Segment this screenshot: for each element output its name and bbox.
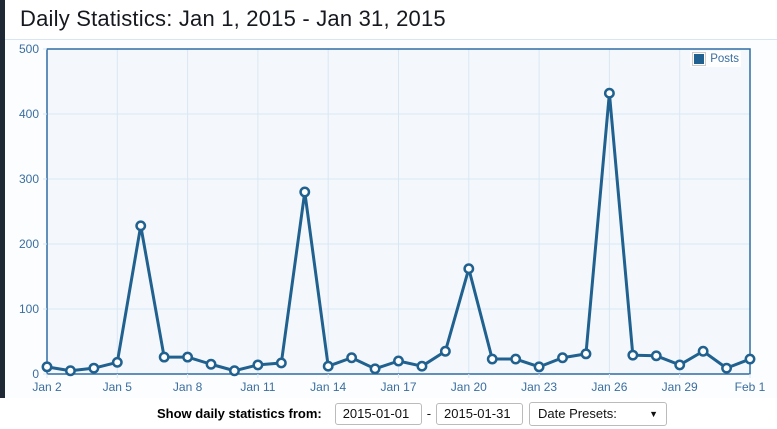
posts-line-chart-svg: 0 100 200 300 400 500 Jan 2 Jan 5 Jan 8 Jan 11 Jan… (5, 40, 777, 398)
svg-text:500: 500 (19, 42, 39, 56)
svg-text:Jan 11: Jan 11 (240, 380, 275, 394)
date-to-input[interactable] (436, 402, 524, 425)
date-presets-select[interactable]: Date Presets: ▼ (529, 401, 668, 426)
svg-text:Jan 5: Jan 5 (103, 380, 133, 394)
date-range-controls: Show daily statistics from: - Date Prese… (0, 398, 777, 426)
svg-text:Feb 1: Feb 1 (735, 380, 766, 394)
svg-text:Jan 23: Jan 23 (521, 380, 557, 394)
posts-chart: 0 100 200 300 400 500 Jan 2 Jan 5 Jan 8 Jan 11 Jan… (5, 40, 777, 398)
daily-statistics-panel: Daily Statistics: Jan 1, 2015 - Jan 31, … (0, 0, 777, 398)
svg-text:Jan 29: Jan 29 (662, 380, 698, 394)
title-bar: Daily Statistics: Jan 1, 2015 - Jan 31, … (5, 0, 777, 40)
chevron-down-icon: ▼ (649, 408, 659, 419)
date-range-label: Show daily statistics from: (157, 406, 322, 421)
svg-text:Jan 14: Jan 14 (310, 380, 346, 394)
legend-label-posts: Posts (710, 53, 739, 65)
svg-text:Jan 2: Jan 2 (32, 380, 62, 394)
svg-text:Jan 20: Jan 20 (451, 380, 487, 394)
svg-text:Jan 8: Jan 8 (173, 380, 203, 394)
page-title: Daily Statistics: Jan 1, 2015 - Jan 31, … (20, 6, 446, 31)
svg-text:400: 400 (19, 107, 39, 121)
svg-text:300: 300 (19, 172, 39, 186)
svg-text:Jan 26: Jan 26 (591, 380, 627, 394)
chart-legend: Posts (690, 51, 741, 67)
svg-text:200: 200 (19, 237, 39, 251)
svg-text:Jan 17: Jan 17 (380, 380, 416, 394)
date-from-input[interactable] (334, 402, 422, 425)
date-presets-selected-value: Date Presets: (538, 406, 617, 421)
legend-swatch-posts (692, 52, 707, 66)
date-range-separator: - (426, 406, 432, 421)
svg-text:0: 0 (32, 367, 39, 381)
svg-text:100: 100 (19, 302, 39, 316)
